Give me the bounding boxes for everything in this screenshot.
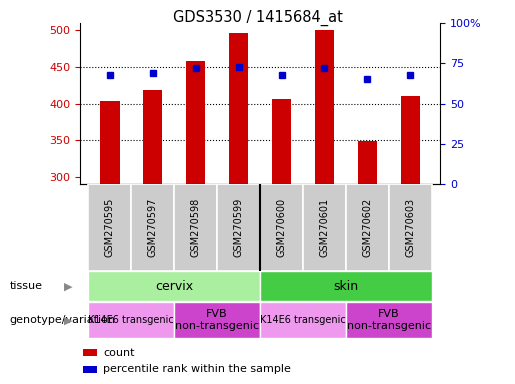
- Bar: [83, 349, 97, 356]
- Text: GSM270598: GSM270598: [191, 198, 201, 257]
- Bar: [174, 184, 217, 271]
- Text: percentile rank within the sample: percentile rank within the sample: [103, 364, 291, 374]
- Bar: [401, 96, 420, 184]
- Text: cervix: cervix: [155, 280, 193, 293]
- Bar: [143, 91, 162, 184]
- Text: skin: skin: [333, 280, 358, 293]
- Text: tissue: tissue: [9, 281, 42, 291]
- Bar: [303, 184, 346, 271]
- Bar: [186, 61, 205, 184]
- Bar: [174, 302, 260, 338]
- Text: GSM270597: GSM270597: [148, 198, 158, 257]
- Text: ▶: ▶: [64, 315, 73, 325]
- Text: ▶: ▶: [64, 281, 73, 291]
- Bar: [100, 101, 119, 184]
- Bar: [229, 33, 248, 184]
- Bar: [346, 302, 432, 338]
- Text: GSM270595: GSM270595: [105, 198, 115, 257]
- Text: FVB
non-transgenic: FVB non-transgenic: [175, 309, 259, 331]
- Text: GSM270599: GSM270599: [234, 198, 244, 257]
- Bar: [217, 184, 260, 271]
- Text: GSM270600: GSM270600: [277, 198, 286, 257]
- Text: count: count: [103, 348, 135, 358]
- Bar: [358, 141, 377, 184]
- Bar: [260, 302, 346, 338]
- Bar: [83, 366, 97, 373]
- Text: GDS3530 / 1415684_at: GDS3530 / 1415684_at: [173, 10, 342, 26]
- Text: K14E6 transgenic: K14E6 transgenic: [89, 315, 174, 325]
- Bar: [260, 184, 303, 271]
- Text: K14E6 transgenic: K14E6 transgenic: [260, 315, 346, 325]
- Text: genotype/variation: genotype/variation: [9, 315, 115, 325]
- Text: GSM270601: GSM270601: [319, 198, 330, 257]
- Bar: [315, 30, 334, 184]
- Text: FVB
non-transgenic: FVB non-transgenic: [347, 309, 431, 331]
- Bar: [346, 184, 389, 271]
- Bar: [389, 184, 432, 271]
- Bar: [260, 271, 432, 301]
- Bar: [89, 271, 260, 301]
- Bar: [131, 184, 174, 271]
- Bar: [272, 99, 291, 184]
- Bar: [89, 184, 131, 271]
- Bar: [89, 302, 174, 338]
- Text: GSM270602: GSM270602: [363, 198, 372, 257]
- Text: GSM270603: GSM270603: [405, 198, 415, 257]
